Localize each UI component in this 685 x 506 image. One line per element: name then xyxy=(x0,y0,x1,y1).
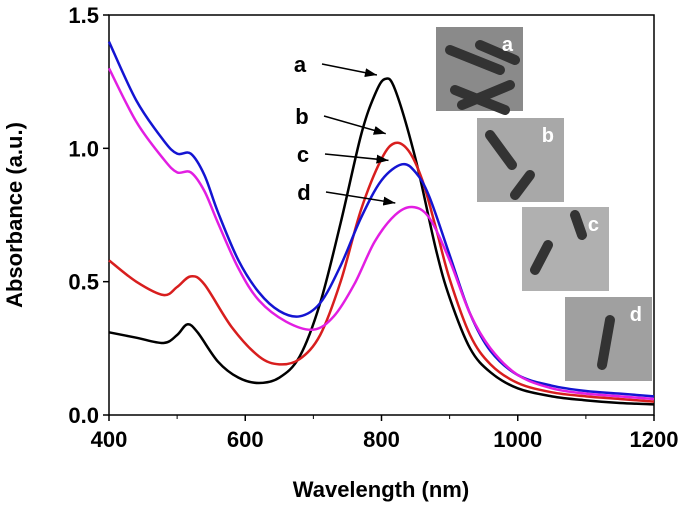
annotation-label-d: d xyxy=(297,180,310,205)
nanorod xyxy=(445,45,505,75)
annotation-arrow-b xyxy=(323,115,386,135)
annotation-arrow-a xyxy=(321,63,378,78)
series-line-a xyxy=(108,77,655,406)
nanorod xyxy=(510,170,535,200)
y-axis-label: Absorbance (a.u.) xyxy=(2,122,27,308)
x-tick-label: 1000 xyxy=(493,427,542,452)
y-tick-label: 0.0 xyxy=(68,403,99,428)
x-tick-label: 600 xyxy=(227,427,264,452)
x-tick-label: 800 xyxy=(363,427,400,452)
x-tick-label: 400 xyxy=(91,427,128,452)
nanorod xyxy=(457,80,515,110)
nanorod xyxy=(597,315,615,370)
inset-label: b xyxy=(542,125,554,147)
nanorod xyxy=(570,210,587,240)
annotation-arrow-c xyxy=(324,153,389,164)
inset-label: a xyxy=(502,34,514,56)
annotation-label-a: a xyxy=(294,52,307,77)
nanorod xyxy=(485,130,517,170)
nanorod xyxy=(475,40,520,65)
inset-label: c xyxy=(588,214,599,236)
y-tick-label: 1.0 xyxy=(68,136,99,161)
annotation-arrow-d xyxy=(325,191,396,206)
series-line-d xyxy=(107,67,655,401)
y-tick-label: 0.5 xyxy=(68,270,99,295)
x-axis-label: Wavelength (nm) xyxy=(293,477,469,502)
inset-label: d xyxy=(630,304,642,326)
nanorod xyxy=(530,240,553,275)
x-tick-label: 1200 xyxy=(630,427,679,452)
series-line-b xyxy=(108,141,655,403)
inset-image-c xyxy=(522,207,609,291)
annotation-label-b: b xyxy=(295,104,308,129)
annotation-label-c: c xyxy=(297,142,309,167)
y-tick-label: 1.5 xyxy=(68,3,99,28)
